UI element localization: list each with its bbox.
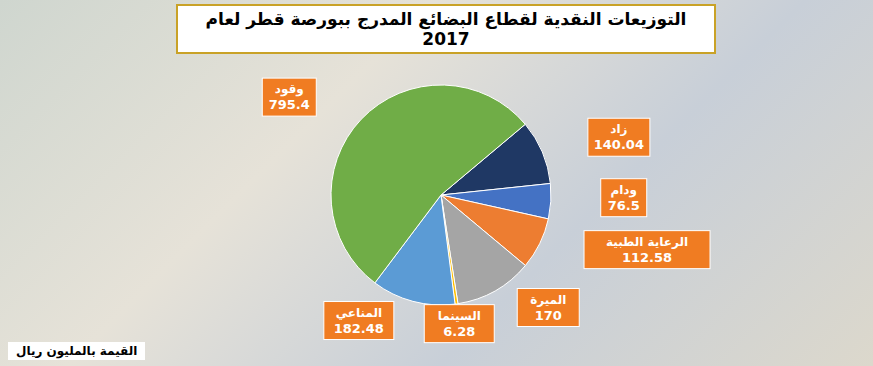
svg-text:السينما: السينما	[438, 309, 481, 323]
html-text:التوزيعات النقدية لقطاع البضائ: التوزيعات النقدية لقطاع البضائع المدرج ب…	[205, 9, 687, 49]
svg-text:76.5: 76.5	[608, 198, 640, 213]
svg-text:زاد: زاد	[610, 122, 627, 136]
svg-text:وقود: وقود	[275, 82, 304, 97]
html-text:القيمة بالمليون ريال: القيمة بالمليون ريال	[16, 344, 138, 358]
svg-text:6.28: 6.28	[443, 324, 475, 339]
svg-text:140.04: 140.04	[594, 137, 644, 152]
svg-text:112.58: 112.58	[622, 250, 672, 265]
svg-text:المناعي: المناعي	[336, 306, 382, 320]
svg-text:182.48: 182.48	[334, 321, 384, 336]
svg-text:170: 170	[535, 308, 562, 323]
svg-text:795.4: 795.4	[269, 97, 310, 112]
svg-text:الميرة: الميرة	[530, 293, 566, 307]
svg-text:ودام: ودام	[610, 183, 637, 198]
svg-text:الرعاية الطبية: الرعاية الطبية	[606, 235, 688, 249]
